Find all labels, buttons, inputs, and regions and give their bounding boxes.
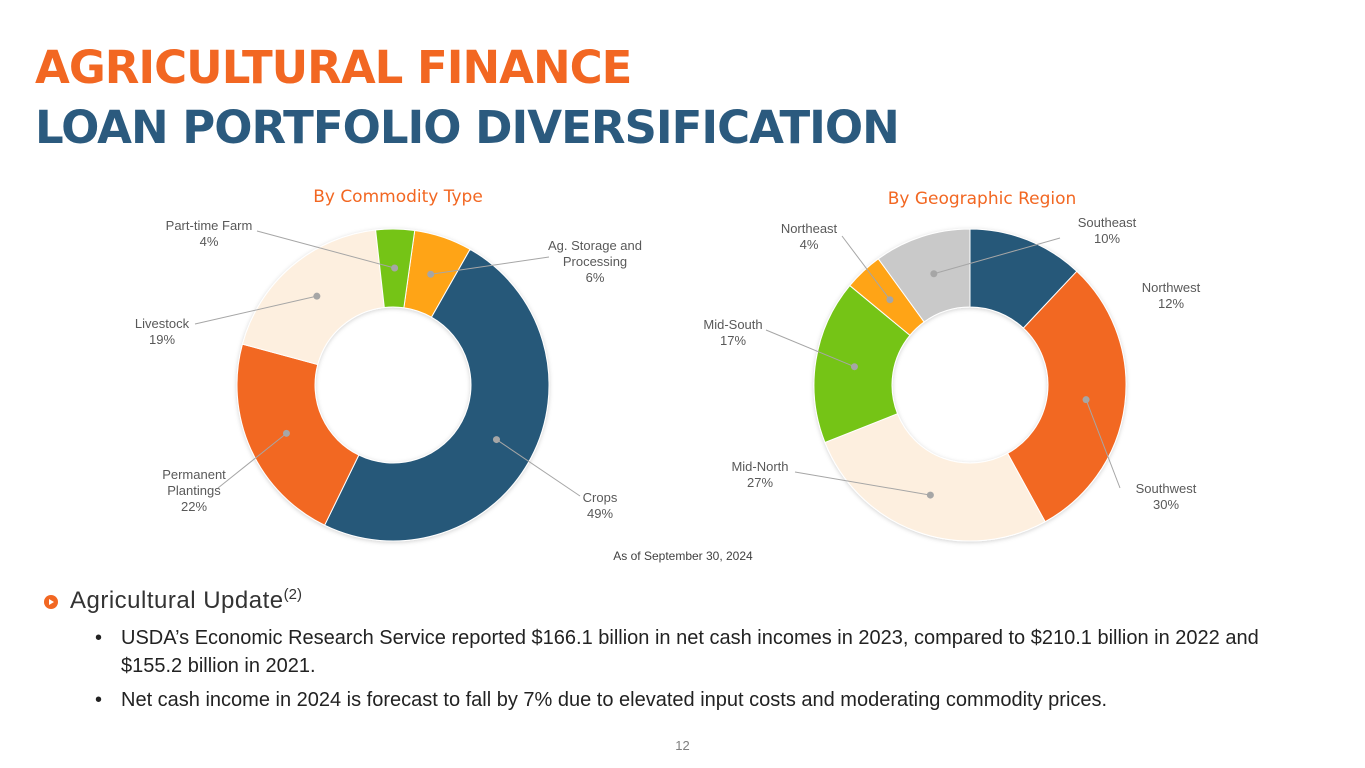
slice-label: Northeast 4% <box>781 221 838 252</box>
leader-dot <box>850 363 858 371</box>
donut-slice <box>1006 270 1127 523</box>
region-donut-chart: By Geographic Region Northwest 12% Southwe… <box>703 189 1201 542</box>
slice-label: Mid-North 27% <box>731 459 788 490</box>
bullet-item: USDA’s Economic Research Service reporte… <box>95 624 1325 680</box>
leader-dot <box>886 296 894 304</box>
leader-dot <box>313 292 321 300</box>
leader-dot <box>492 436 500 444</box>
slice-label: Ag. Storage and Processing 6% <box>548 238 642 285</box>
leader-dot <box>427 270 435 278</box>
leader-line <box>1085 399 1121 489</box>
leader-line <box>794 471 931 496</box>
page-number: 12 <box>675 738 690 753</box>
title-agricultural-finance: AGRICULTURAL FINANCE <box>35 41 632 94</box>
agricultural-update-heading: Agricultural Update(2) <box>44 586 302 615</box>
donut-slice <box>813 284 911 444</box>
slice-label: Mid-South 17% <box>703 317 762 348</box>
slice-label: Southwest 30% <box>1136 481 1197 512</box>
leader-line <box>841 235 891 301</box>
leader-dot <box>282 429 290 437</box>
footnote-marker: (2) <box>283 586 302 603</box>
leader-dot <box>1082 396 1090 404</box>
as-of-date: As of September 30, 2024 <box>613 549 753 563</box>
leader-line <box>217 432 287 489</box>
donut-slice <box>877 228 971 323</box>
donut-slice <box>323 248 550 542</box>
slice-label: Southeast 10% <box>1078 215 1137 246</box>
leader-dot <box>930 270 938 278</box>
section-heading-text: Agricultural Update <box>70 587 284 614</box>
slice-label: Crops 49% <box>583 490 618 521</box>
bullet-item: Net cash income in 2024 is forecast to f… <box>95 686 1325 714</box>
leader-line <box>194 295 317 325</box>
commodity-chart-title: By Commodity Type <box>313 187 483 207</box>
slice-label: Part-time Farm 4% <box>166 218 253 249</box>
leader-line <box>430 256 550 275</box>
charts-area: By Commodity Type Ag. Storage and Process… <box>135 187 1201 563</box>
leader-line <box>496 439 581 497</box>
donut-slice <box>236 343 360 526</box>
arrow-circle-icon <box>44 595 58 609</box>
leader-line <box>765 329 855 368</box>
donut-slice <box>824 413 1046 542</box>
commodity-donut-chart: By Commodity Type Ag. Storage and Process… <box>135 187 642 542</box>
title-loan-portfolio: LOAN PORTFOLIO DIVERSIFICATION <box>35 101 900 154</box>
leader-line <box>933 237 1061 275</box>
update-bullet-list: USDA’s Economic Research Service reporte… <box>95 624 1325 720</box>
slice-label: Permanent Plantings 22% <box>162 467 226 514</box>
region-chart-title: By Geographic Region <box>888 189 1077 209</box>
slice-label: Livestock 19% <box>135 316 190 347</box>
leader-line <box>256 230 395 269</box>
slice-label: Northwest 12% <box>1142 280 1201 311</box>
leader-dot <box>391 264 399 272</box>
leader-dot <box>926 491 934 499</box>
